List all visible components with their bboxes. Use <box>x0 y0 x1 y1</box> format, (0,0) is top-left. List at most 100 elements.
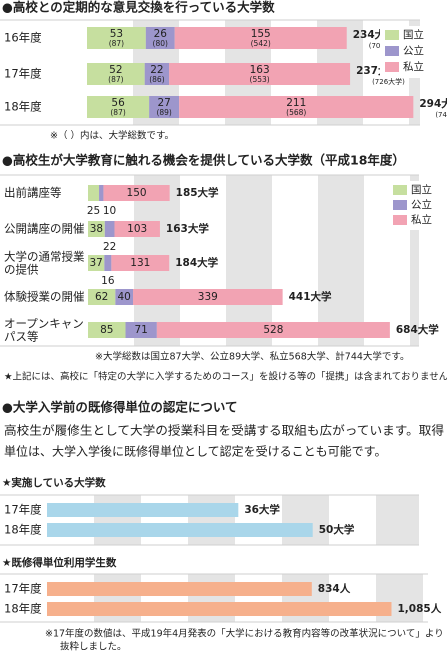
bar-segment <box>87 27 146 49</box>
note: ★上記には、高校に「特定の大学に入学するためのコース」を設ける等の「提携」は含ま… <box>4 371 447 383</box>
note: ※大学総数は国立87大学、公立89大学、私立568大学、計744大学です。 <box>95 351 409 363</box>
bar-segment <box>111 255 170 271</box>
segment-label: 155 <box>251 28 271 40</box>
segment-sub-label: (86) <box>149 75 164 84</box>
bar-segment <box>174 27 347 49</box>
paragraph-line: 単位は、大学入学後に既修得単位として認定を受けることも可能です。 <box>4 444 386 459</box>
total-label: 441大学 <box>289 290 332 303</box>
bar-segment <box>88 255 105 271</box>
legend-swatch <box>393 215 407 225</box>
value-label: 50大学 <box>319 523 355 536</box>
paragraph-line: 高校生が履修生として大学の授業科目を受講する取組も広がっています。取得 <box>4 423 444 438</box>
value-label: 1,085人 <box>397 602 441 615</box>
bar <box>47 602 392 616</box>
bar-segment <box>145 27 175 49</box>
category-label: オープンキャンパス等 <box>4 316 84 343</box>
total-label: 684大学 <box>396 323 439 336</box>
total-label: 163大学 <box>166 222 209 235</box>
segment-label: 52 <box>109 64 122 76</box>
segment-label: 71 <box>134 324 147 336</box>
segment-sub-label: (87) <box>110 108 125 117</box>
segment-sub-label: (568) <box>286 108 306 117</box>
category-label: 体験授業の開催 <box>4 290 85 304</box>
background-stripe <box>226 175 272 346</box>
chart-title: ★実施している大学数 <box>2 476 106 489</box>
legend-label: 公立 <box>403 44 424 57</box>
legend-swatch <box>393 200 407 210</box>
segment-sub-label: (89) <box>156 108 171 117</box>
segment-label: 25 <box>87 205 100 217</box>
legend-swatch <box>385 30 399 40</box>
note: 抜粋しました。 <box>60 641 127 653</box>
bar-segment <box>104 255 112 271</box>
segment-label: 27 <box>157 97 170 109</box>
background-stripe <box>282 495 329 545</box>
bar-segment <box>156 322 390 338</box>
background-stripe <box>376 495 419 545</box>
segment-label: 339 <box>198 291 218 303</box>
category-label: 公開講座の開催 <box>4 222 85 236</box>
chart-title: ●高校生が大学教育に触れる機会を提供している大学数（平成18年度） <box>2 153 405 168</box>
total-label: 185大学 <box>176 186 219 199</box>
note: ※（ ）内は、大学総数です。 <box>50 130 174 142</box>
section-title: ●大学入学前の既修得単位の認定について <box>2 400 238 415</box>
category-label: 18年度 <box>4 523 42 537</box>
category-label: 17年度 <box>4 67 42 81</box>
value-label: 36大学 <box>244 503 280 516</box>
bar-segment <box>179 96 414 118</box>
segment-sub-label: (553) <box>250 75 270 84</box>
category-label: 16年度 <box>4 31 42 45</box>
segment-sub-label: (87) <box>109 39 124 48</box>
total-sub-label: (726大学) <box>372 77 405 86</box>
note: ※17年度の数値は、平成19年4月発表の「大学における教育内容等の改革状況につい… <box>45 628 444 640</box>
background-stripe <box>188 495 235 545</box>
legend-swatch <box>385 46 399 56</box>
category-label: 18年度 <box>4 602 42 616</box>
segment-label: 38 <box>90 223 103 235</box>
segment-label: 22 <box>150 64 163 76</box>
segment-label: 40 <box>118 291 131 303</box>
legend-label: 私立 <box>411 213 432 226</box>
bar <box>47 523 313 537</box>
segment-label: 22 <box>103 241 116 253</box>
segment-label: 26 <box>154 28 168 40</box>
segment-label: 163 <box>250 64 270 76</box>
segment-sub-label: (87) <box>108 75 123 84</box>
segment-label: 131 <box>130 257 150 269</box>
category-label: 大学の通常授業の提供 <box>4 249 85 276</box>
bar-segment <box>125 322 157 338</box>
bar <box>47 503 239 517</box>
background-stripe <box>318 175 364 346</box>
total-sub-label: (744大学) <box>435 110 447 119</box>
segment-label: 150 <box>127 187 147 199</box>
segment-label: 16 <box>101 275 115 287</box>
category-label: 出前講座等 <box>4 186 62 200</box>
category-label: 17年度 <box>4 503 42 517</box>
bar-segment <box>88 185 100 201</box>
chart-title: ●高校との定期的な意見交換を行っている大学数 <box>2 0 275 15</box>
background-stripe <box>410 175 419 346</box>
segment-label: 10 <box>103 205 116 217</box>
bar-segment <box>88 221 105 237</box>
bar-segment <box>114 221 160 237</box>
segment-label: 211 <box>286 97 306 109</box>
bar-segment <box>88 289 116 305</box>
total-label: 184大学 <box>175 256 218 269</box>
bar-segment <box>87 96 150 118</box>
segment-label: 103 <box>127 223 147 235</box>
category-label: 18年度 <box>4 100 42 114</box>
legend-label: 国立 <box>411 183 432 196</box>
legend-label: 公立 <box>411 198 432 211</box>
segment-label: 528 <box>263 324 283 336</box>
background-stripe <box>94 495 141 545</box>
segment-sub-label: (80) <box>153 39 168 48</box>
segment-label: 53 <box>110 28 123 40</box>
legend-label: 国立 <box>403 28 424 41</box>
legend-swatch <box>393 185 407 195</box>
segment-sub-label: (542) <box>251 39 271 48</box>
bar <box>47 582 312 596</box>
legend-label: 私立 <box>403 60 424 73</box>
bar-segment <box>144 63 170 85</box>
value-label: 834人 <box>318 582 351 595</box>
